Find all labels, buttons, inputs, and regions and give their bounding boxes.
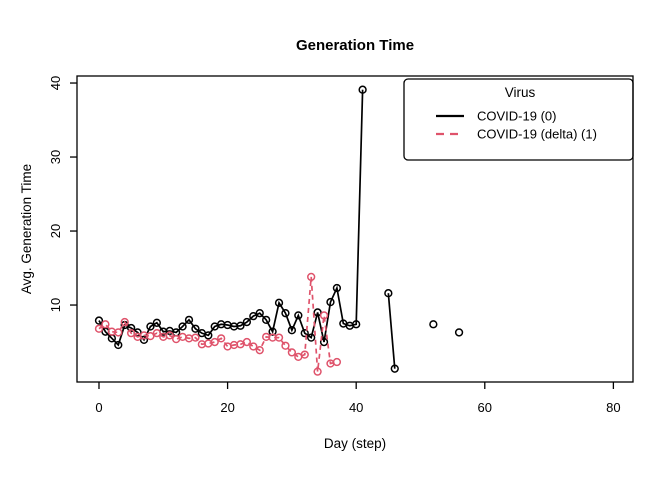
data-point-0 [294,311,303,320]
data-point-1 [307,272,316,282]
data-point-1 [249,342,258,351]
series-line-0 [387,293,396,369]
data-point-0 [274,298,284,307]
data-point-0 [281,309,290,318]
x-tick-label: 60 [478,400,492,415]
data-point-0 [454,328,464,337]
data-point-0 [139,335,149,344]
data-point-0 [319,337,329,347]
data-point-0 [352,320,361,329]
data-point-0 [300,329,309,338]
data-point-0 [236,321,245,330]
data-point-0 [268,327,277,336]
data-point-1 [94,324,104,333]
x-tick-label: 80 [606,400,620,415]
data-point-0 [326,297,335,307]
data-point-0 [178,322,187,331]
plot-area [76,75,634,383]
data-point-0 [429,320,438,329]
data-point-0 [94,316,104,325]
legend-box [403,78,634,161]
data-point-1 [165,331,174,340]
data-point-1 [191,333,200,342]
data-point-1 [210,337,219,347]
x-tick-label: 40 [349,400,363,415]
y-axis-label: Avg. Generation Time [19,164,34,294]
y-tick-label: 10 [48,298,63,312]
legend-title: Virus [505,85,536,100]
data-point-1 [332,357,342,367]
data-point-0 [384,289,393,298]
data-point-1 [146,331,155,341]
data-point-1 [126,329,136,338]
data-point-1 [274,333,284,342]
data-point-0 [146,322,155,331]
data-point-1 [281,341,290,350]
legend: Virus COVID-19 (0) COVID-19 (delta) (1) [403,78,634,161]
chart-title: Generation Time [296,37,414,54]
data-point-1 [114,328,123,337]
data-point-0 [249,311,258,321]
data-point-1 [152,329,162,338]
data-point-0 [126,323,136,333]
data-point-1 [255,346,264,355]
legend-entry-covid19: COVID-19 (0) [477,109,556,124]
data-point-0 [287,326,297,335]
y-tick-label: 20 [48,224,63,238]
y-tick-label: 30 [48,150,63,164]
data-point-1 [101,320,110,329]
data-point-0 [114,340,123,350]
data-point-0 [390,364,399,373]
data-point-1 [300,350,309,359]
data-point-1 [319,311,329,320]
data-point-0 [191,324,200,333]
data-point-0 [307,333,316,342]
y-tick-label: 40 [48,76,63,90]
data-point-0 [184,315,194,324]
data-point-1 [217,334,226,343]
data-point-1 [287,348,297,357]
data-point-1 [120,317,129,327]
data-point-0 [313,308,322,317]
data-point-1 [313,367,322,376]
x-tick-label: 0 [95,400,102,415]
data-point-1 [242,337,252,347]
data-point-0 [204,331,213,340]
legend-entry-covid19-delta: COVID-19 (delta) (1) [477,127,597,142]
x-tick-label: 20 [220,400,234,415]
data-point-0 [255,309,264,318]
data-point-0 [332,283,342,293]
data-point-0 [152,318,162,327]
data-point-0 [358,85,367,94]
data-point-0 [262,315,271,324]
series-line-0 [98,89,364,347]
data-point-0 [242,317,252,327]
plot-content: 0 20 40 60 80 10 20 30 40 [48,76,621,415]
x-axis-label: Day (step) [324,436,386,451]
